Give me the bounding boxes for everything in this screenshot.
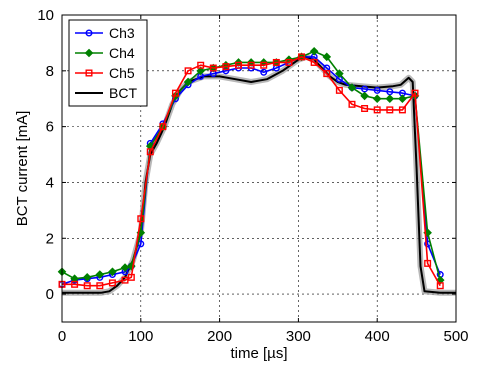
data-point-square [146, 148, 154, 156]
data-point-square [96, 282, 104, 290]
data-point-square [411, 89, 419, 97]
legend-item-ch4: Ch4 [75, 45, 135, 61]
x-tick-label: 300 [286, 328, 311, 345]
data-point-square [386, 106, 394, 114]
legend-box [68, 19, 148, 107]
y-tick-label: 2 [46, 230, 54, 247]
y-tick-label: 8 [46, 63, 54, 80]
data-point-square [260, 61, 268, 69]
legend-item-ch3: Ch3 [75, 25, 135, 41]
data-point-diamond [196, 66, 205, 76]
y-tick-label: 0 [46, 286, 54, 303]
data-point-diamond [322, 52, 332, 62]
legend-label: Ch5 [109, 65, 135, 81]
data-point-square [83, 282, 91, 290]
data-point-square [373, 106, 381, 114]
y-tick-label: 4 [46, 174, 54, 191]
data-point-square [209, 64, 217, 72]
legend-item-bct: BCT [75, 85, 137, 101]
data-point-square [127, 273, 135, 281]
plot-frame [61, 14, 457, 323]
data-point-square [159, 123, 167, 131]
y-tick-label: 6 [46, 119, 54, 136]
x-tick-label: 100 [128, 328, 153, 345]
data-point-square [235, 61, 243, 69]
data-point-diamond [70, 274, 79, 284]
data-point-square [184, 67, 192, 75]
data-point-square [424, 259, 432, 267]
data-point-square [108, 279, 116, 287]
data-point-square [285, 58, 293, 66]
legend-label: BCT [109, 85, 137, 101]
data-point-diamond [309, 46, 319, 56]
data-point-diamond [108, 267, 117, 277]
data-point-circle [85, 29, 93, 37]
data-point-square [398, 106, 406, 114]
legend-item-ch5: Ch5 [75, 65, 135, 81]
x-tick-label: 500 [443, 328, 468, 345]
data-point-diamond [82, 273, 92, 282]
legend-label: Ch3 [109, 25, 135, 41]
data-point-square [222, 63, 230, 71]
data-point-square [137, 215, 145, 223]
data-point-square [171, 89, 179, 97]
data-point-diamond [385, 94, 395, 104]
data-point-diamond [335, 69, 344, 78]
series-layer [57, 46, 456, 296]
y-axis-title: BCT current [mA] [14, 111, 31, 227]
data-point-square [85, 69, 93, 77]
data-point-square [71, 280, 79, 288]
data-point-diamond [84, 48, 94, 58]
legend: Ch3 Ch4 Ch5 BCT [68, 19, 148, 107]
data-point-square [247, 61, 255, 69]
x-axis-title: time [µs] [231, 345, 288, 362]
x-tick-label: 0 [58, 328, 66, 345]
data-point-diamond [95, 270, 105, 279]
data-point-diamond [398, 94, 407, 104]
data-point-square [197, 61, 205, 69]
data-point-square [361, 104, 369, 112]
data-point-diamond [435, 275, 445, 285]
data-point-square [310, 58, 318, 66]
data-point-circle [260, 68, 268, 76]
data-point-square [121, 276, 129, 284]
data-point-circle [373, 86, 381, 94]
data-point-square [272, 58, 280, 66]
data-point-square [335, 86, 343, 94]
data-point-diamond [347, 83, 357, 92]
data-point-square [348, 100, 356, 108]
data-point-diamond [360, 91, 369, 101]
data-point-square [436, 282, 444, 290]
series-ch5 [58, 53, 444, 290]
y-tick-label: 10 [37, 7, 54, 24]
x-tick-label: 400 [365, 328, 390, 345]
data-point-diamond [372, 94, 382, 104]
data-point-diamond [183, 77, 193, 87]
x-tick-label: 200 [207, 328, 232, 345]
data-point-square [298, 53, 306, 61]
data-point-square [323, 70, 331, 78]
axis-ticks: 0 100 200 300 400 500 0 2 4 6 8 10 [37, 7, 468, 345]
legend-label: Ch4 [109, 45, 135, 61]
series-line [62, 56, 441, 287]
